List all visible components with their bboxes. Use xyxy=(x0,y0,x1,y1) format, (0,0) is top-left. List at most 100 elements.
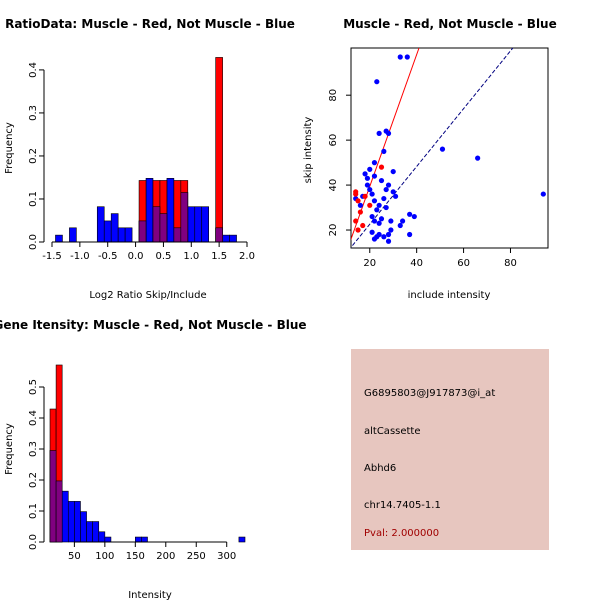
muscle-point xyxy=(357,209,363,215)
not-muscle-point xyxy=(388,218,394,224)
not-muscle-bar xyxy=(103,220,112,243)
scatter-xlabel: include intensity xyxy=(408,290,491,301)
overlap-bar xyxy=(159,213,168,243)
not-muscle-point xyxy=(369,229,375,235)
not-muscle-point xyxy=(378,216,385,222)
not-muscle-point xyxy=(371,160,378,166)
not-muscle-bar xyxy=(104,536,112,543)
intensity-histogram-xlabel: Intensity xyxy=(128,590,172,600)
y-tick-label: 0.0 xyxy=(28,234,39,250)
not-muscle-point xyxy=(369,213,375,220)
not-muscle-point xyxy=(378,177,385,184)
not-muscle-point xyxy=(381,148,387,154)
not-muscle-bar xyxy=(98,531,106,543)
x-tick-label: -1.5 xyxy=(42,251,62,262)
muscle-point xyxy=(353,191,359,197)
scatter-ylabel: skip intensity xyxy=(303,117,314,184)
x-tick-label: 0.5 xyxy=(155,251,171,262)
not-muscle-point xyxy=(404,54,410,60)
y-tick-label: 80 xyxy=(328,89,339,102)
not-muscle-point xyxy=(407,211,413,217)
event-type: altCassette xyxy=(364,426,421,437)
scatter-panel: Muscle - Red, Not Muscle - Blue include … xyxy=(303,17,557,301)
not-muscle-bar xyxy=(110,213,119,243)
not-muscle-point xyxy=(369,191,375,197)
not-muscle-point xyxy=(374,79,380,85)
not-muscle-point xyxy=(383,186,389,193)
probe-id: G6895803@J917873@i_at xyxy=(364,388,495,399)
y-tick-label: 0.2 xyxy=(28,472,39,488)
not-muscle-bar xyxy=(135,536,142,543)
muscle-point xyxy=(367,202,373,208)
not-muscle-point xyxy=(385,238,392,244)
muscle-point xyxy=(353,218,359,224)
not-muscle-point xyxy=(392,193,399,199)
x-tick-label: 40 xyxy=(410,258,423,269)
not-muscle-bar xyxy=(124,227,133,243)
x-tick-label: -1.0 xyxy=(70,251,90,262)
not-muscle-point xyxy=(397,222,403,229)
not-muscle-point xyxy=(411,213,417,220)
muscle-point xyxy=(355,227,361,233)
not-muscle-point xyxy=(540,191,546,197)
not-muscle-point xyxy=(376,202,382,208)
not-muscle-point xyxy=(383,204,389,211)
not-muscle-bar xyxy=(67,501,75,543)
y-tick-label: 0.1 xyxy=(28,191,39,207)
not-muscle-bar xyxy=(61,490,69,543)
info-background xyxy=(351,349,549,550)
not-muscle-point xyxy=(364,175,371,181)
y-tick-label: 0.5 xyxy=(28,379,39,395)
not-muscle-point xyxy=(385,130,392,136)
y-tick-label: 40 xyxy=(328,179,339,192)
muscle-point xyxy=(362,193,368,199)
x-tick-label: 250 xyxy=(187,551,206,562)
y-tick-label: 0.3 xyxy=(28,105,39,121)
x-tick-label: 50 xyxy=(68,551,81,562)
not-muscle-bar xyxy=(96,206,105,243)
y-tick-label: 0.1 xyxy=(28,503,39,519)
not-muscle-point xyxy=(374,207,380,213)
not-muscle-bar xyxy=(55,234,63,243)
y-tick-label: 0.4 xyxy=(28,62,39,78)
not-muscle-point xyxy=(367,186,373,193)
not-muscle-point xyxy=(381,234,387,240)
not-muscle-point xyxy=(376,231,382,238)
x-tick-label: -0.5 xyxy=(98,251,118,262)
not-muscle-point xyxy=(385,182,392,188)
y-tick-label: 0.4 xyxy=(28,410,39,426)
muscle-point xyxy=(360,222,366,229)
not-muscle-bar xyxy=(166,178,175,243)
not-muscle-point xyxy=(367,166,373,172)
not-muscle-bar xyxy=(80,511,87,543)
x-tick-label: 150 xyxy=(126,551,145,562)
not-muscle-bar xyxy=(145,178,154,243)
not-muscle-point xyxy=(371,218,378,224)
overlap-bar xyxy=(152,206,161,243)
overlap-bar xyxy=(138,220,147,243)
overlap-bar xyxy=(173,227,182,243)
not-muscle-point xyxy=(407,231,413,238)
x-tick-label: 2.0 xyxy=(239,251,255,262)
not-muscle-bar xyxy=(69,227,77,243)
ratio-histogram-title: RatioData: Muscle - Red, Not Muscle - Bl… xyxy=(5,17,295,31)
ratio-histogram-ylabel: Frequency xyxy=(4,122,15,174)
not-muscle-point xyxy=(390,189,396,195)
y-tick-label: 60 xyxy=(328,134,339,147)
not-muscle-point xyxy=(371,198,378,204)
not-muscle-bar xyxy=(74,501,81,543)
not-muscle-point xyxy=(388,227,394,233)
not-muscle-point xyxy=(376,130,382,136)
x-tick-label: 1.5 xyxy=(211,251,227,262)
gene-name: Abhd6 xyxy=(364,463,396,474)
muscle-bar xyxy=(215,57,223,243)
not-muscle-point xyxy=(397,54,403,60)
x-tick-label: 60 xyxy=(457,258,470,269)
pval-text: Pval: 2.000000 xyxy=(364,528,439,539)
overlap-bar xyxy=(180,192,189,243)
not-muscle-point xyxy=(362,171,368,177)
overlap-bar xyxy=(55,480,63,543)
not-muscle-point xyxy=(376,220,382,226)
info-panel: G6895803@J917873@i_at altCassette Abhd6 … xyxy=(351,349,549,550)
